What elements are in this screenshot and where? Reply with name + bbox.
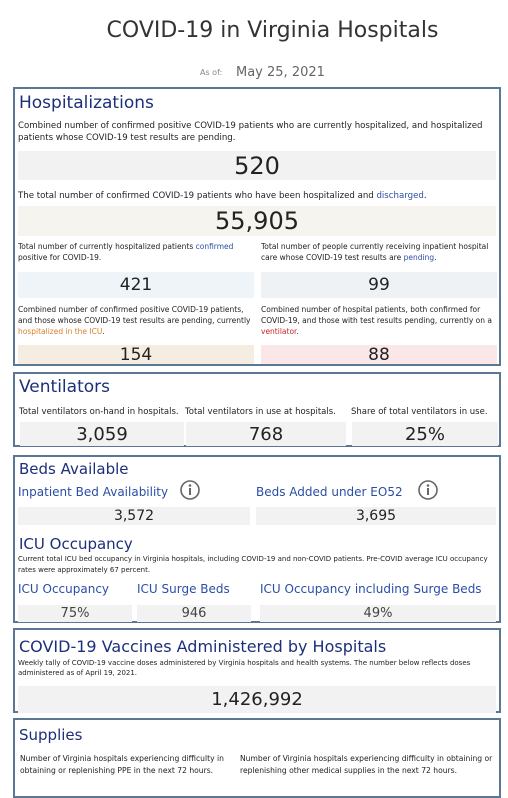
text-run: .	[434, 253, 437, 262]
beds-panel: Beds Available Inpatient Bed Availabilit…	[13, 455, 501, 623]
metric-label: ICU Occupancy	[18, 582, 110, 596]
metric-label: Total ventilators on-hand in hospitals.	[19, 407, 179, 417]
text-run: .	[296, 327, 299, 336]
metric-value: 49%	[260, 605, 496, 622]
section-heading: Supplies	[19, 726, 83, 744]
metric-value: 421	[18, 272, 254, 298]
info-icon[interactable]	[417, 479, 439, 501]
as-of-label: As of:	[200, 68, 223, 77]
page-title: COVID-19 in Virginia Hospitals	[106, 18, 439, 43]
vaccines-panel: COVID-19 Vaccines Administered by Hospit…	[13, 628, 501, 713]
description: Total number of people currently receivi…	[261, 241, 497, 263]
text-run: ventilator	[261, 327, 297, 336]
hospitalizations-panel: Hospitalizations Combined number of conf…	[13, 87, 501, 366]
description: Total number of currently hospitalized p…	[18, 241, 250, 263]
metric-label: Total ventilators in use at hospitals.	[185, 407, 336, 417]
description: Combined number of confirmed positive CO…	[18, 304, 254, 337]
metric-value: 154	[18, 345, 254, 365]
description: Combined number of confirmed positive CO…	[18, 120, 488, 144]
text-run: Combined number of confirmed positive CO…	[18, 305, 251, 325]
metric-label: ICU Surge Beds	[137, 582, 230, 596]
description: Weekly tally of COVID-19 vaccine doses a…	[18, 659, 471, 677]
info-icon[interactable]	[179, 479, 201, 501]
metric-value: 946	[137, 605, 251, 622]
text-run: Total number of currently hospitalized p…	[18, 242, 196, 251]
metric-value: 88	[261, 345, 497, 365]
text-run: .	[423, 191, 427, 201]
text-run: hospitalized in the ICU	[18, 327, 103, 336]
description: The total number of confirmed COVID-19 p…	[18, 190, 488, 202]
subsection-heading: ICU Occupancy	[19, 535, 133, 553]
metric-value: 768	[186, 422, 346, 446]
text-run: discharged	[376, 191, 424, 201]
text-run: The total number of confirmed COVID-19 p…	[18, 191, 377, 201]
text-run: confirmed	[195, 242, 234, 251]
metric-label: Share of total ventilators in use.	[351, 407, 488, 417]
supplies-panel: Supplies Number of Virginia hospitals ex…	[13, 718, 501, 798]
ventilators-panel: Ventilators Total ventilators on-hand in…	[13, 372, 501, 447]
metric-value: 1,426,992	[18, 686, 496, 713]
section-heading: Ventilators	[19, 377, 110, 397]
section-heading: Beds Available	[19, 460, 129, 478]
metric-label: Inpatient Bed Availability	[18, 485, 169, 499]
section-heading: COVID-19 Vaccines Administered by Hospit…	[19, 637, 387, 656]
text-run: Combined number of confirmed positive CO…	[18, 121, 483, 143]
metric-value: 55,905	[18, 206, 496, 236]
description: Combined number of hospital patients, bo…	[261, 304, 497, 337]
text-run: pending	[403, 253, 435, 262]
metric-value: 75%	[18, 605, 132, 622]
metric-value: 3,695	[256, 507, 496, 525]
metric-label: Number of Virginia hospitals experiencin…	[240, 754, 493, 775]
metric-label: Number of Virginia hospitals experiencin…	[20, 754, 224, 775]
description: Current total ICU bed occupancy in Virgi…	[18, 555, 488, 574]
metric-value: 3,572	[18, 507, 250, 525]
as-of-date: May 25, 2021	[236, 65, 325, 80]
metric-label: ICU Occupancy including Surge Beds	[260, 582, 482, 596]
metric-value: 25%	[352, 422, 498, 446]
metric-value: 99	[261, 272, 497, 298]
text-run: positive for COVID-19.	[18, 253, 102, 262]
text-run: .	[102, 327, 105, 336]
metric-value: 520	[18, 151, 496, 180]
metric-label: Beds Added under EO52	[256, 485, 403, 499]
text-run: Total number of people currently receivi…	[261, 242, 489, 262]
metric-value: 3,059	[20, 422, 184, 446]
text-run: Combined number of hospital patients, bo…	[261, 305, 492, 325]
section-heading: Hospitalizations	[19, 93, 154, 113]
